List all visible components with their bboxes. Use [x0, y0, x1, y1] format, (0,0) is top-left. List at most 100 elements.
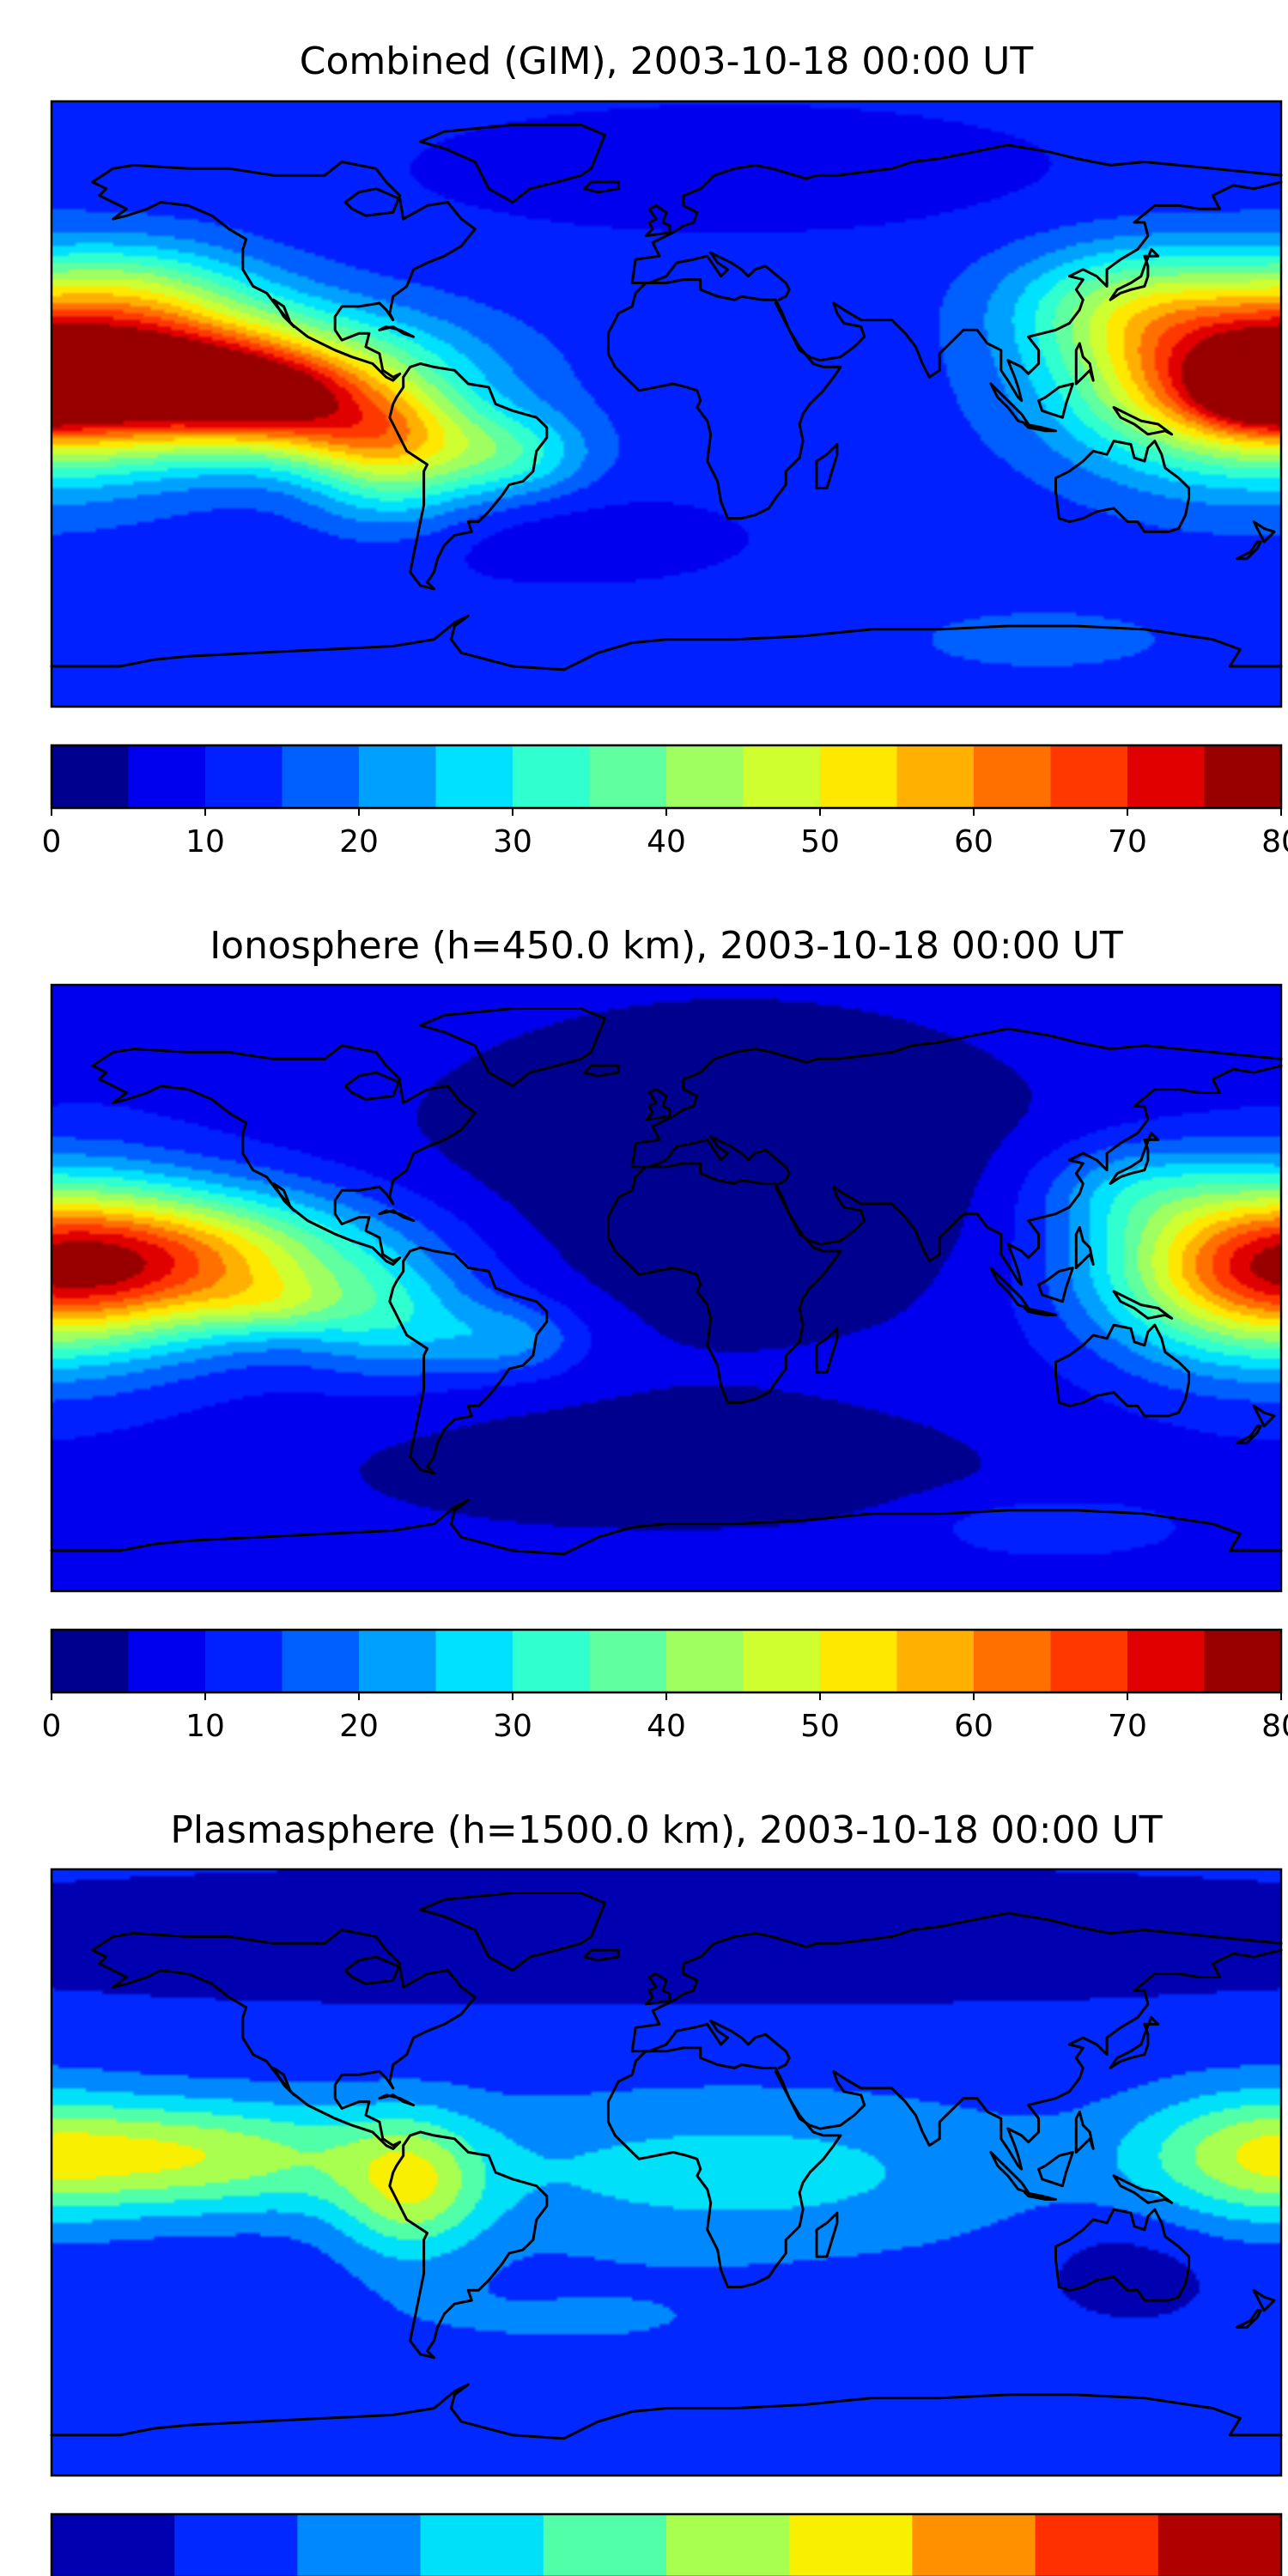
colorbar-swatch: [974, 1630, 1052, 1692]
colorbar-swatch: [435, 745, 513, 808]
coastline-segment: [378, 325, 416, 338]
colorbar-swatch: [666, 745, 744, 808]
colorbar-swatch: [820, 745, 898, 808]
colorbar-swatch: [205, 745, 283, 808]
colorbar-swatch: [666, 2514, 790, 2576]
coastline-segment: [419, 1007, 606, 1088]
coastline-segment: [1024, 422, 1057, 433]
panel-1-title: Combined (GIM), 2003-10-18 00:00 UT: [300, 39, 1034, 83]
colorbar-swatch: [52, 1630, 130, 1692]
colorbar-swatch: [128, 1630, 206, 1692]
colorbar-tick-label: 10: [185, 824, 225, 860]
colorbar-tick-label: 0: [42, 824, 62, 860]
coastline-segment: [1252, 520, 1276, 544]
coastline-segment: [630, 2020, 791, 2069]
colorbar-swatch: [912, 2514, 1036, 2576]
colorbar-swatch: [743, 745, 821, 808]
colorbar-swatch: [52, 745, 130, 808]
colorbar-swatch: [359, 1630, 437, 1692]
coastline-segment: [388, 362, 549, 591]
coastline-segment: [50, 2383, 1283, 2440]
colorbar-swatch: [282, 1630, 360, 1692]
colorbar-tick-label: 40: [647, 1709, 686, 1744]
coastline-segment: [1109, 1132, 1160, 1185]
coastline-segment: [1235, 1425, 1262, 1444]
panel-3-contour-field: [52, 1869, 1281, 2476]
coastline-segment: [419, 1892, 606, 1972]
colorbar-swatch: [974, 745, 1052, 808]
coastline-segment: [815, 2211, 839, 2258]
panel-3-colorbar: 0510152025: [50, 2512, 1283, 2576]
coastline-segment: [378, 1209, 416, 1223]
colorbar-tick-label: 20: [339, 824, 379, 860]
colorbar-swatch: [205, 1630, 283, 1692]
coastline-segment: [1037, 1267, 1074, 1303]
colorbar-tick-label: 20: [339, 1709, 379, 1744]
colorbar-swatch: [174, 2514, 298, 2576]
coastline-segment: [1112, 2174, 1174, 2204]
coastline-segment: [630, 1027, 1283, 1169]
colorbar-swatch: [896, 745, 975, 808]
coastline-segment: [1037, 2151, 1074, 2188]
coastline-segment: [91, 1929, 477, 2150]
coastline-segment: [91, 161, 477, 382]
coastline-segment: [1054, 2208, 1191, 2302]
coastline-segment: [774, 1064, 1283, 1286]
coastline-segment: [1074, 342, 1095, 386]
coastline-segment: [583, 1064, 620, 1078]
colorbar-swatch: [435, 1630, 513, 1692]
colorbar-swatch: [282, 745, 360, 808]
panel-1-coastlines: [50, 123, 1283, 671]
coastline-segment: [388, 2130, 549, 2360]
coastline-segment: [1112, 1290, 1174, 1320]
panel-1-contour-field: [52, 101, 1281, 707]
colorbar-tick-label: 80: [1261, 824, 1288, 860]
colorbar-tick-label: 80: [1261, 1709, 1288, 1744]
colorbar-tick-label: 10: [185, 1709, 225, 1744]
panel-3-map-frame: [50, 1868, 1283, 2477]
colorbar-swatch: [1204, 745, 1282, 808]
coastline-segment: [1024, 1307, 1057, 1316]
panel-2-colorbar: 0 10 20 30 40 50 60 70 80: [42, 1628, 1288, 1744]
coastline-segment: [815, 1327, 839, 1374]
coastline-segment: [1252, 2288, 1276, 2312]
coastline-segment: [606, 1162, 842, 1404]
colorbar-tick-label: 70: [1108, 1709, 1147, 1744]
colorbar-swatch: [789, 2514, 913, 2576]
colorbar-swatch: [1127, 745, 1206, 808]
coastline-segment: [630, 1911, 1283, 2053]
panel-3-title: Plasmasphere (h=1500.0 km), 2003-10-18 0…: [170, 1808, 1162, 1852]
panel-2-contour-field: [52, 985, 1281, 1591]
coastline-segment: [583, 180, 620, 194]
colorbar-swatch: [1035, 2514, 1159, 2576]
colorbar-tick-label: 70: [1108, 824, 1147, 860]
colorbar-tick-label: 50: [800, 1709, 840, 1744]
coastline-segment: [644, 1088, 671, 1121]
panel-1-map: [50, 100, 1283, 708]
colorbar-tick-label: 0: [42, 1709, 62, 1744]
colorbar-swatch: [820, 1630, 898, 1692]
coastline-segment: [378, 2093, 416, 2107]
colorbar-tick-label: 60: [954, 824, 993, 860]
colorbar-swatch: [420, 2514, 544, 2576]
colorbar-swatch: [543, 2514, 667, 2576]
coastline-segment: [1252, 1404, 1276, 1428]
coastline-segment: [774, 1948, 1283, 2171]
colorbar-tick-label: 60: [954, 1709, 993, 1744]
colorbar-swatch: [1157, 2514, 1282, 2576]
coastline-segment: [630, 1135, 791, 1185]
colorbar-swatch: [896, 1630, 975, 1692]
colorbar-swatch: [1204, 1630, 1282, 1692]
colorbar-swatch: [513, 1630, 591, 1692]
coastline-segment: [1109, 2016, 1160, 2069]
coastline-segment: [1074, 2110, 1095, 2154]
colorbar-swatch: [359, 745, 437, 808]
panel-1-colorbar: 0 10 20 30 40 50 60 70 80: [42, 744, 1288, 860]
coastline-segment: [606, 2046, 842, 2288]
coastline-segment: [388, 1246, 549, 1475]
panel-2-map: [50, 983, 1283, 1593]
coastline-segment: [50, 614, 1283, 671]
colorbar-tick-label: 50: [800, 824, 840, 860]
coastline-segment: [1024, 2191, 1057, 2201]
